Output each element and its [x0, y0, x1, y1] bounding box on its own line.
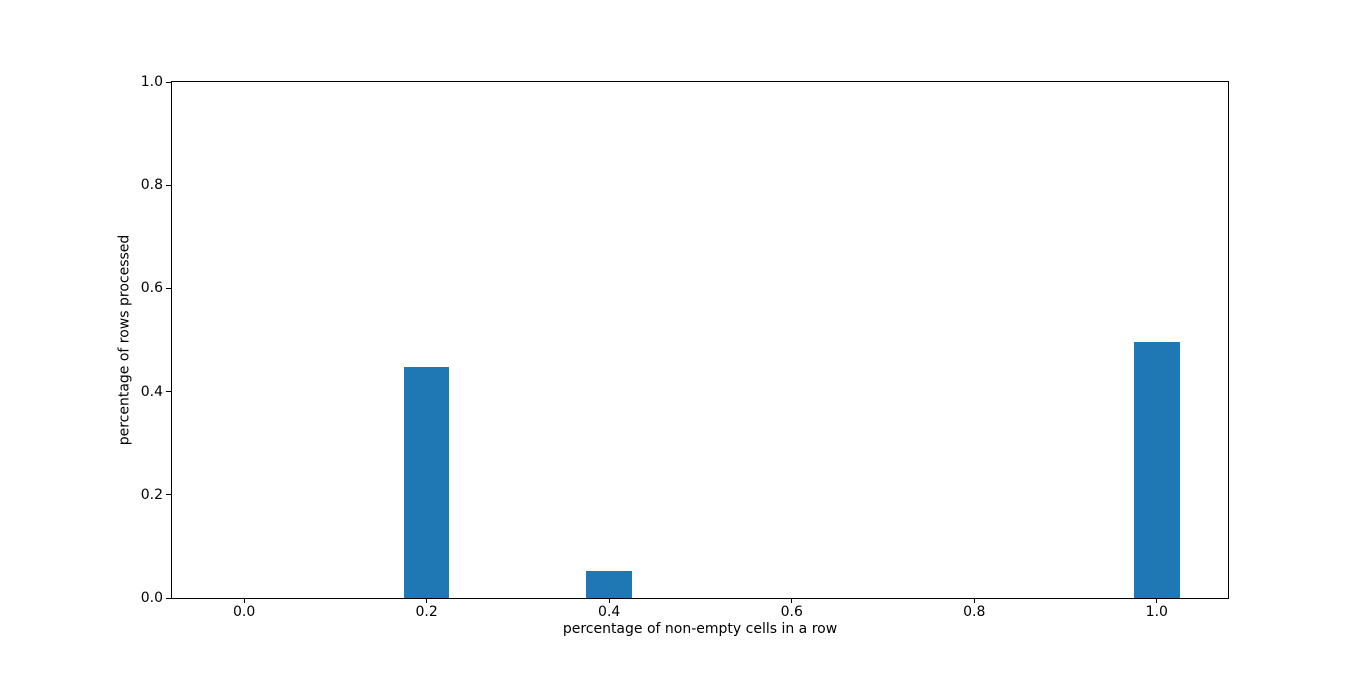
x-tick-label: 0.4: [598, 604, 621, 620]
y-tick-label: 0.4: [140, 383, 163, 400]
y-tick-mark: [166, 597, 171, 599]
y-tick-mark: [166, 81, 171, 83]
x-tick-mark: [791, 598, 793, 603]
x-tick-mark: [426, 598, 428, 603]
y-tick-mark: [166, 287, 171, 289]
x-tick-mark: [243, 598, 245, 603]
x-tick-mark: [973, 598, 975, 603]
y-tick-mark: [166, 184, 171, 186]
y-tick-mark: [166, 494, 171, 496]
x-tick-mark: [1156, 598, 1158, 603]
x-tick-label: 0.6: [780, 604, 803, 620]
plot-area: 0.0 0.2 0.4 0.6 0.8 1.0 0.0 0.2 0.4 0.6 0.8 1.0: [141, 75, 1229, 619]
y-tick-label: 0.2: [140, 486, 163, 503]
y-tick-mark: [166, 391, 171, 393]
bar: [1133, 341, 1180, 598]
y-axis-label: percentage of rows processed: [116, 234, 133, 446]
y-tick-label: 1.0: [140, 74, 163, 90]
x-tick-label: 1.0: [1145, 604, 1168, 620]
x-tick-label: 0.8: [963, 604, 986, 620]
bar: [586, 571, 632, 598]
bar: [403, 366, 450, 598]
x-tick-label: 0.2: [415, 604, 438, 620]
y-tick-label: 0.8: [140, 177, 163, 194]
x-tick-label: 0.0: [232, 604, 256, 620]
y-tick-label: 0.0: [140, 590, 163, 606]
x-axis-label: percentage of non-empty cells in a row: [562, 621, 838, 637]
x-tick-mark: [608, 598, 610, 603]
y-tick-label: 0.6: [140, 280, 163, 297]
